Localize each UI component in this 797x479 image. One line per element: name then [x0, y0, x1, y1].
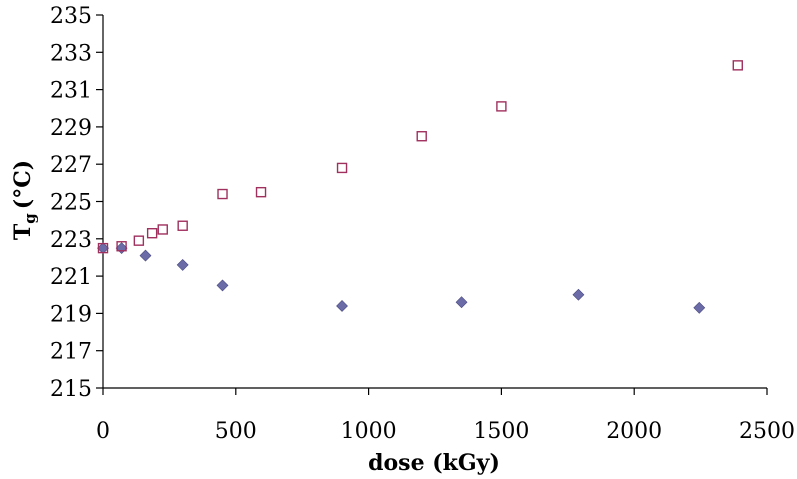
- y-tick-label: 233: [50, 41, 92, 66]
- data-points: [97, 60, 743, 314]
- y-tick-label: 221: [50, 265, 92, 290]
- y-tick-label: 235: [50, 4, 92, 29]
- x-tick-label: 2000: [606, 419, 662, 444]
- diamond-data-point: [455, 296, 468, 309]
- y-tick-label: 225: [50, 191, 92, 216]
- square-data-point: [255, 186, 267, 198]
- y-axis-title: Tg (°C): [10, 160, 39, 240]
- y-tick-label: 217: [50, 340, 92, 365]
- square-data-point: [732, 60, 743, 71]
- x-tick-label: 1500: [473, 419, 529, 444]
- y-tick-label: 219: [50, 302, 92, 327]
- diamond-data-point: [176, 258, 189, 271]
- square-data-point: [496, 101, 507, 112]
- diamond-data-point: [693, 301, 706, 314]
- y-tick-label: 231: [50, 79, 92, 104]
- diamond-data-point: [139, 249, 152, 262]
- x-tick-label: 1000: [341, 419, 397, 444]
- square-data-point: [133, 235, 145, 246]
- square-data-point: [416, 131, 427, 142]
- diamond-data-point: [336, 300, 348, 312]
- y-tick-label: 215: [50, 377, 92, 402]
- y-tick-label: 229: [50, 116, 92, 141]
- square-data-point: [97, 242, 109, 254]
- y-tick-label: 223: [50, 228, 92, 253]
- square-data-point: [177, 220, 188, 231]
- diamond-data-point: [216, 279, 229, 292]
- x-axis-title: dose (kGy): [368, 450, 500, 476]
- square-data-point: [157, 224, 168, 235]
- x-tick-labels: 0 500 1000 1500 2000 2500: [96, 419, 795, 444]
- y-axis-title-subscript: g: [21, 213, 39, 224]
- diamond-data-point: [97, 242, 109, 255]
- square-data-point: [336, 162, 348, 174]
- x-tick-label: 2500: [739, 419, 795, 444]
- square-data-point: [116, 241, 127, 252]
- square-data-point: [217, 188, 228, 200]
- y-tick-labels: 215 217 219 221 223 225 227 229 231 233 235: [50, 4, 92, 402]
- x-tick-label: 500: [215, 419, 257, 444]
- axes: [96, 14, 768, 395]
- diamond-data-point: [572, 288, 585, 301]
- square-data-point: [146, 228, 158, 239]
- y-axis-title-main: T: [10, 223, 36, 240]
- y-axis-title-unit: (°C): [10, 160, 36, 209]
- x-tick-label: 0: [96, 419, 110, 444]
- y-tick-label: 227: [50, 153, 92, 178]
